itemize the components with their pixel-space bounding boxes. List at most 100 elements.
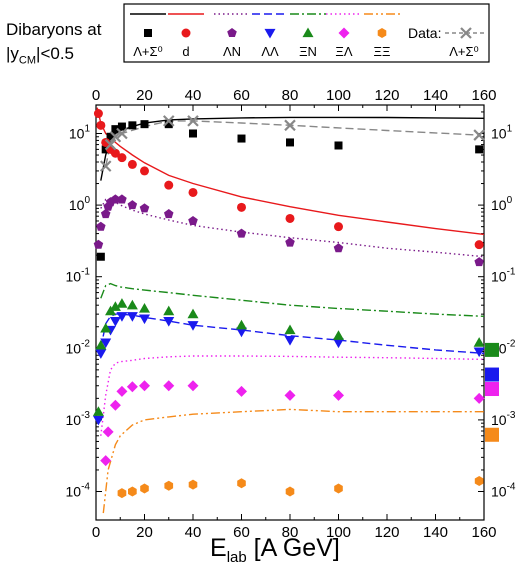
y-tick-label-right-base: 10 — [491, 484, 507, 500]
data-point-series-0 — [111, 125, 120, 134]
data-point-series-3 — [163, 316, 175, 327]
data-point-series-2 — [110, 194, 121, 204]
data-point-series-3 — [284, 336, 296, 346]
data-point-series-4 — [187, 308, 199, 319]
data-point-series-2 — [333, 243, 344, 253]
x-tick-label-top: 160 — [471, 87, 496, 104]
data-point-series-6 — [474, 476, 484, 486]
data-point-series-6 — [164, 480, 174, 491]
x-tick-label-bottom: 120 — [374, 524, 399, 541]
y-tick-label-right-exp: -2 — [507, 338, 516, 349]
y-tick-label-left: 100 — [69, 195, 91, 213]
y-tick-label-right: 10-3 — [491, 410, 516, 428]
data-point-series-2 — [285, 237, 295, 247]
legend-marker-0 — [144, 29, 152, 37]
data-point-series-3 — [95, 349, 107, 359]
data-point-series-0 — [140, 120, 149, 129]
data-point-series-4 — [100, 322, 112, 333]
data-point-series-0 — [189, 129, 197, 138]
y-tick-label-left-base: 10 — [66, 484, 82, 500]
data-point-series-1 — [334, 222, 343, 232]
legend-label-5: ΞΛ — [335, 44, 352, 59]
data-point-series-6 — [188, 479, 198, 490]
legend-label-4: ΞN — [299, 44, 317, 59]
data-point-series-7 — [284, 119, 296, 132]
legend-marker-2 — [227, 28, 237, 37]
x-tick-label-bottom: 140 — [423, 524, 448, 541]
data-point-series-2 — [96, 221, 106, 231]
data-point-series-5 — [163, 380, 175, 392]
legend-data-series-label: Λ+Σ⁰ — [449, 44, 479, 59]
y-tick-label-left-exp: -2 — [81, 338, 90, 349]
data-point-series-1 — [474, 240, 484, 250]
data-point-series-5 — [333, 389, 344, 401]
data-point-series-1 — [164, 180, 174, 190]
right-marker — [485, 367, 499, 382]
y-tick-label-left-base: 10 — [69, 197, 85, 213]
right-side-markers — [485, 342, 499, 442]
data-point-series-0 — [164, 120, 173, 129]
y-tick-label-right-exp: 1 — [507, 123, 513, 134]
data-point-series-6 — [285, 486, 295, 497]
x-tick-label-bottom: 100 — [326, 524, 351, 541]
data-point-series-3 — [187, 321, 199, 331]
data-point-series-2 — [100, 209, 111, 219]
legend-label-1: d — [182, 44, 189, 59]
title-y-prefix: |y — [6, 44, 19, 63]
data-point-series-5 — [284, 389, 296, 401]
y-tick-label-right-base: 10 — [491, 197, 507, 213]
xlabel-main: E — [210, 534, 227, 562]
data-point-series-1 — [93, 109, 103, 119]
y-tick-label-right-base: 10 — [491, 125, 507, 141]
y-tick-label-left: 10-3 — [66, 410, 91, 428]
data-point-series-3 — [100, 338, 112, 349]
x-tick-label-bottom: 40 — [185, 524, 202, 541]
data-point-series-5 — [126, 381, 138, 393]
data-point-series-4 — [236, 319, 247, 330]
y-tick-label-left: 10-4 — [66, 482, 91, 500]
data-point-series-1 — [188, 187, 198, 197]
curve-series-2 — [100, 198, 485, 258]
data-point-series-4 — [95, 339, 107, 350]
data-point-series-4 — [163, 305, 175, 316]
y-tick-label-left-base: 10 — [66, 340, 82, 356]
data-point-series-1 — [127, 159, 137, 169]
data-point-series-3 — [139, 314, 150, 325]
data-point-series-4 — [333, 330, 344, 340]
data-point-series-4 — [126, 299, 138, 310]
data-point-series-0 — [106, 132, 115, 141]
xlabel-unit: [A GeV] — [246, 534, 340, 562]
y-tick-label-left-exp: -1 — [81, 267, 90, 278]
data-point-series-1 — [117, 153, 127, 163]
chart-title-line1: Dibaryons at — [6, 20, 102, 39]
data-point-series-3 — [236, 327, 247, 338]
data-point-series-3 — [473, 347, 485, 358]
curve-series-6 — [102, 408, 484, 514]
right-marker — [485, 382, 499, 397]
data-point-series-5 — [100, 455, 112, 467]
data-point-series-2 — [127, 200, 138, 210]
data-point-series-0 — [334, 141, 343, 150]
x-tick-label-bottom: 160 — [471, 524, 496, 541]
data-point-series-1 — [285, 213, 295, 223]
y-tick-label-left-exp: -3 — [81, 410, 90, 421]
data-point-series-0 — [286, 138, 294, 147]
y-tick-label-left-exp: 1 — [84, 123, 90, 134]
data-point-series-4 — [139, 302, 150, 313]
y-tick-label-left-base: 10 — [69, 125, 85, 141]
legend-marker-5 — [338, 27, 350, 39]
data-point-series-7 — [99, 160, 112, 172]
data-point-series-2 — [93, 239, 104, 249]
data-point-series-6 — [237, 478, 246, 489]
legend-data-label: Data: — [408, 25, 441, 41]
data-point-series-0 — [475, 145, 484, 154]
data-point-series-6 — [140, 483, 149, 494]
legend: Λ+Σ⁰ d ΛN ΛΛ ΞN ΞΛ ΞΞ Data: Λ+Σ⁰ — [123, 3, 490, 63]
data-point-series-5 — [109, 399, 121, 411]
y-tick-label-right: 10-1 — [491, 267, 516, 285]
right-marker — [485, 427, 499, 442]
data-point-series-1 — [96, 120, 106, 130]
x-tick-label-top: 40 — [185, 87, 202, 104]
y-tick-label-right-exp: -4 — [507, 482, 516, 493]
y-tick-label-right: 101 — [491, 123, 513, 141]
